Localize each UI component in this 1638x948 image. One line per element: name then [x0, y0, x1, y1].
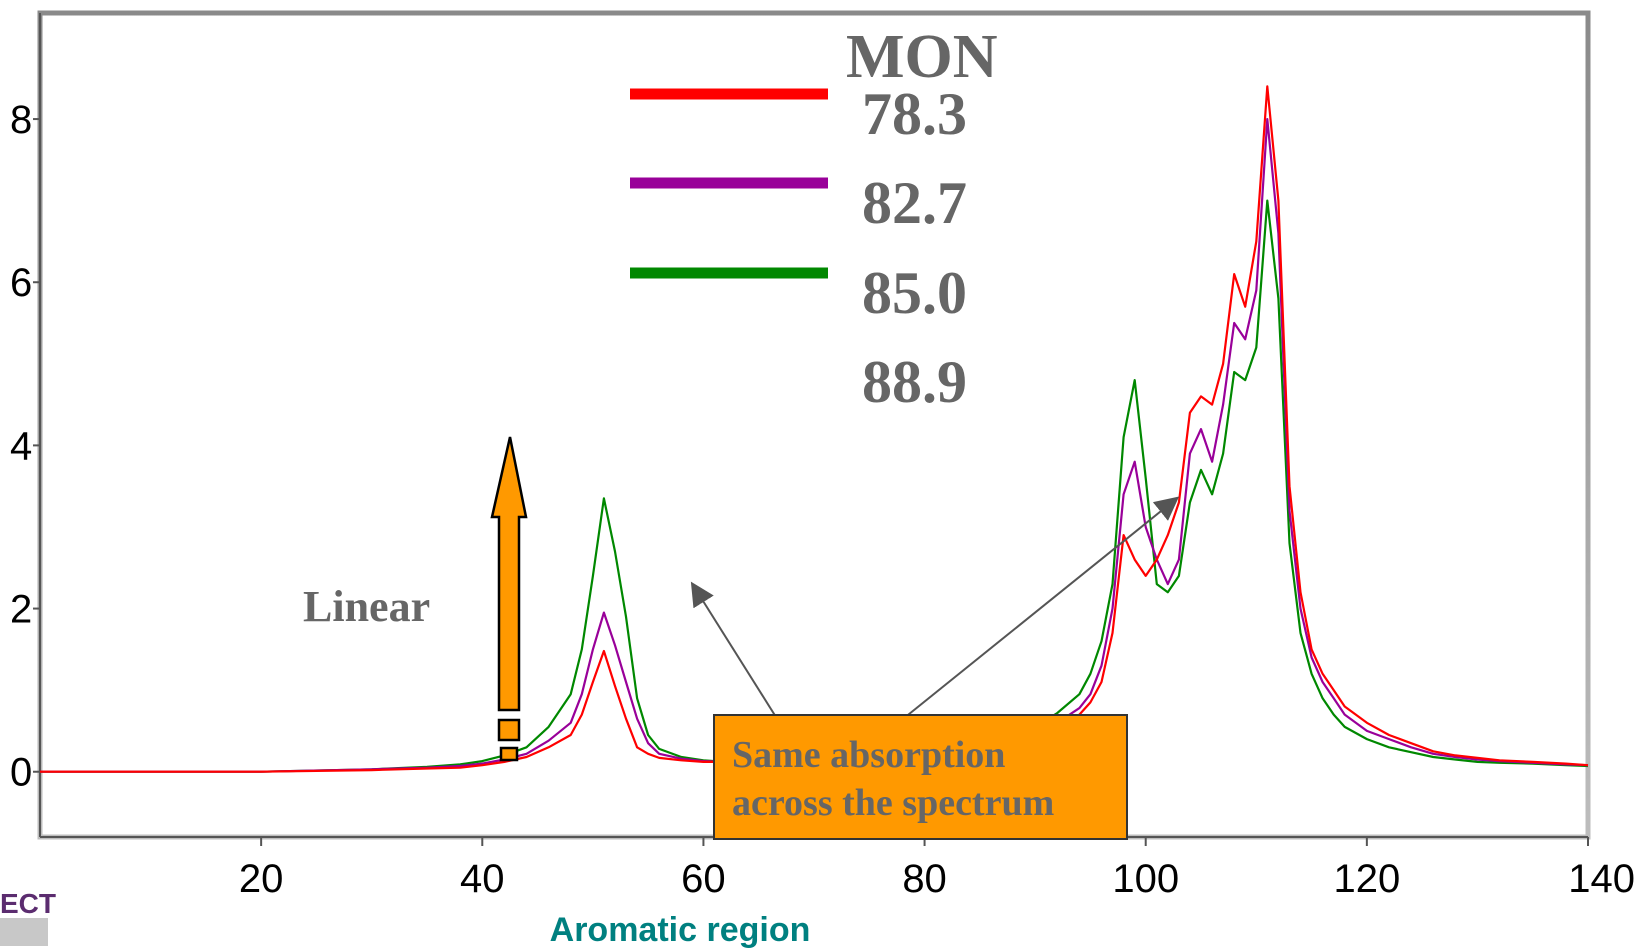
x-tick-label-80: 80	[902, 857, 947, 901]
x-tick-label-100: 100	[1112, 857, 1179, 901]
series-line-82-7	[40, 117, 1589, 773]
legend-label-85-0: 85.0	[862, 260, 967, 326]
x-tick-label-60: 60	[681, 857, 726, 901]
y-tick-label-8: 8	[10, 98, 32, 142]
legend-title: MON	[846, 23, 998, 91]
logo-bar	[0, 918, 48, 946]
x-tick-label-40: 40	[460, 857, 505, 901]
plot-frame	[37, 10, 1591, 840]
series-line-78-3	[40, 85, 1589, 773]
legend-label-78-3: 78.3	[862, 81, 967, 147]
legend-label-82-7: 82.7	[862, 170, 967, 236]
x-tick-label-20: 20	[239, 857, 284, 901]
annotation-box-bg	[713, 714, 1128, 840]
linear-arrow	[490, 436, 528, 762]
y-tick-label-2: 2	[10, 588, 32, 632]
x-axis-label: Aromatic region	[550, 911, 811, 948]
linear-label: Linear	[303, 582, 430, 631]
y-axis-ticks: 0 2 4 6 8	[10, 98, 40, 795]
series-layer	[40, 85, 1589, 773]
annotation-box-line-2: across the spectrum	[732, 782, 1054, 824]
legend: MON 78.3 82.7 85.0 88.9	[630, 23, 998, 415]
annotation-box: Same absorption across the spectrum	[713, 714, 1128, 840]
pointer-arrow-right	[892, 496, 1180, 728]
linear-arrow-dot	[499, 746, 519, 762]
y-tick-label-0: 0	[10, 751, 32, 795]
x-tick-label-140: 140	[1568, 857, 1635, 901]
x-tick-label-120: 120	[1333, 857, 1400, 901]
legend-label-88-9: 88.9	[862, 349, 967, 415]
annotation-box-line-1: Same absorption	[732, 734, 1005, 776]
pointer-arrow-left	[690, 581, 787, 734]
linear-arrow-shaft	[490, 436, 528, 712]
y-tick-label-4: 4	[10, 424, 32, 468]
logo-text: ECT	[0, 888, 56, 919]
series-line-85-0	[40, 199, 1589, 773]
linear-arrow-block	[497, 718, 521, 742]
x-axis-ticks: 20 40 60 80 100 120 140	[239, 837, 1635, 901]
y-tick-label-6: 6	[10, 261, 32, 305]
logo: ECT	[0, 888, 56, 946]
